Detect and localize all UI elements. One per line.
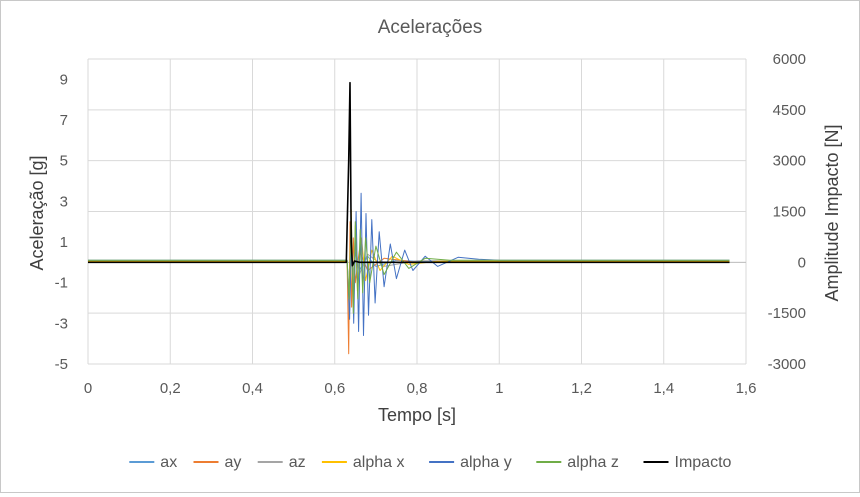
legend-item: ax <box>129 454 177 471</box>
legend-item: ay <box>193 454 242 471</box>
y2-tick-label: 4500 <box>773 102 806 119</box>
x-tick-label: 0,4 <box>242 380 263 397</box>
legend-label: Impacto <box>675 454 732 471</box>
y2-axis-title: Amplitude Impacto [N] <box>822 124 842 301</box>
x-tick-label: 0,6 <box>324 380 345 397</box>
legend-item: alpha y <box>429 454 512 471</box>
y-tick-label: -1 <box>55 275 68 292</box>
series-line-alpha-y <box>88 192 730 336</box>
x-tick-label: 1,2 <box>571 380 592 397</box>
legend-item: alpha x <box>321 454 405 471</box>
y2-tick-label: -3000 <box>768 356 806 373</box>
legend-label: alpha z <box>567 454 619 471</box>
x-tick-label: 1,4 <box>653 380 674 397</box>
y2-tick-label: 0 <box>798 254 806 271</box>
x-axis-title: Tempo [s] <box>378 405 456 425</box>
series-line-impacto <box>88 81 730 267</box>
legend-item: alpha z <box>536 454 619 471</box>
x-tick-label: 0,8 <box>407 380 428 397</box>
y2-tick-label: 1500 <box>773 204 806 221</box>
chart-title: Acelerações <box>378 17 483 38</box>
y-tick-label: 9 <box>60 71 68 88</box>
legend-item: Impacto <box>643 454 732 471</box>
y-tick-label: 3 <box>60 193 68 210</box>
series-lines <box>88 81 730 355</box>
y-tick-label: 5 <box>60 153 68 170</box>
x-tick-label: 1,6 <box>736 380 757 397</box>
series-line-alpha-x <box>88 209 730 308</box>
series-line-ax <box>88 245 730 294</box>
y-tick-label: 7 <box>60 112 68 129</box>
series-line-alpha-z <box>88 217 730 314</box>
y-tick-label: -5 <box>55 356 68 373</box>
y2-tick-label: 3000 <box>773 153 806 170</box>
x-tick-label: 0,2 <box>160 380 181 397</box>
legend-label: alpha x <box>353 454 405 471</box>
x-tick-label: 0 <box>84 380 92 397</box>
legend-label: ay <box>225 454 242 471</box>
grid-lines <box>87 58 747 365</box>
legend-label: ax <box>160 454 177 471</box>
legend-item: az <box>257 454 306 471</box>
legend-label: az <box>289 454 306 471</box>
x-tick-label: 1 <box>495 380 503 397</box>
y-tick-label: -3 <box>55 315 68 332</box>
legend: ax ay az alpha x alpha y alpha z Impacto <box>129 454 732 471</box>
y-axis-title: Aceleração [g] <box>27 155 47 270</box>
series-line-ay <box>88 221 730 355</box>
tick-labels: 0 0,2 0,4 0,6 0,8 1 1,2 1,4 1,6 9 7 5 3 1 -1 -3 -5 6000 45… <box>55 51 806 397</box>
y-tick-label: 1 <box>60 234 68 251</box>
y2-tick-label: 6000 <box>773 51 806 68</box>
y2-tick-label: -1500 <box>768 305 806 322</box>
legend-label: alpha y <box>460 454 512 471</box>
